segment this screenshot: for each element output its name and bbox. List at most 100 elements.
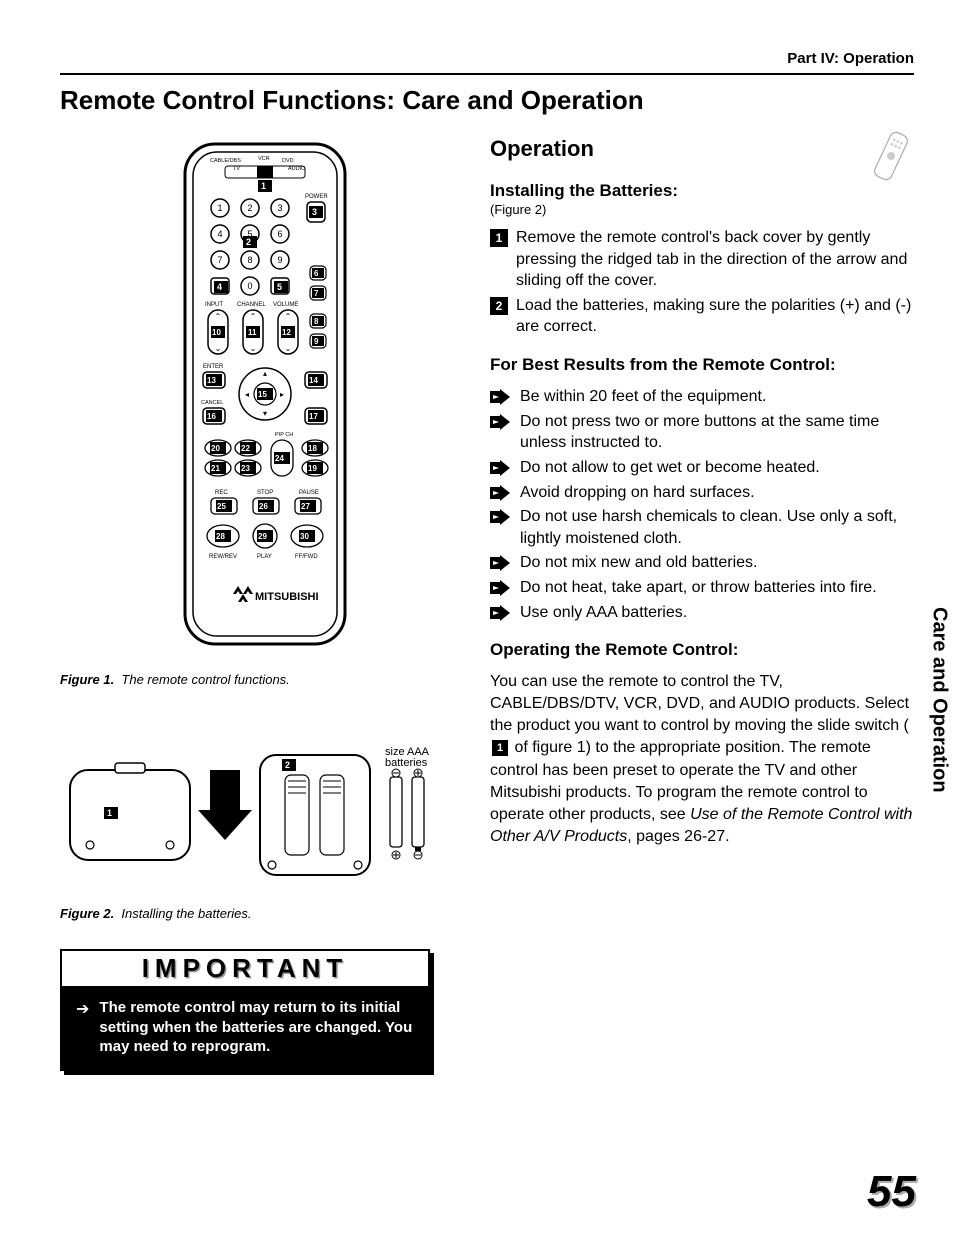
svg-text:PLAY: PLAY xyxy=(257,554,272,560)
svg-text:TV: TV xyxy=(233,166,240,172)
list-item: Avoid dropping on hard surfaces. xyxy=(490,482,914,504)
svg-text:DVD: DVD xyxy=(282,158,294,164)
figure-2-caption: Figure 2. Installing the batteries. xyxy=(60,906,450,921)
svg-text:22: 22 xyxy=(241,444,250,453)
svg-text:1: 1 xyxy=(107,808,112,818)
list-item: Use only AAA batteries. xyxy=(490,602,914,624)
page-number: 55 xyxy=(867,1167,916,1217)
svg-text:10: 10 xyxy=(212,328,221,337)
best-results-list: Be within 20 feet of the equipment. Do n… xyxy=(490,386,914,623)
svg-text:⌄: ⌄ xyxy=(215,344,222,353)
svg-text:PIP CH: PIP CH xyxy=(275,432,293,438)
svg-text:28: 28 xyxy=(216,532,225,541)
svg-text:17: 17 xyxy=(309,412,318,421)
part-header: Part IV: Operation xyxy=(60,50,914,67)
arrow-bullet-icon xyxy=(490,580,510,596)
install-note: (Figure 2) xyxy=(490,202,914,217)
svg-text:2: 2 xyxy=(246,237,251,247)
operating-heading: Operating the Remote Control: xyxy=(490,639,914,661)
svg-text:2: 2 xyxy=(247,203,252,213)
arrow-bullet-icon xyxy=(490,414,510,430)
important-text: The remote control may return to its ini… xyxy=(99,998,414,1057)
svg-text:AUDIO: AUDIO xyxy=(288,166,306,172)
svg-text:batteries: batteries xyxy=(385,757,428,769)
list-item: Be within 20 feet of the equipment. xyxy=(490,386,914,408)
svg-text:CHANNEL: CHANNEL xyxy=(237,302,266,308)
arrow-icon: ➔ xyxy=(76,1000,89,1057)
arrow-bullet-icon xyxy=(490,485,510,501)
svg-text:▴: ▴ xyxy=(263,369,267,378)
page-title: Remote Control Functions: Care and Opera… xyxy=(60,85,914,116)
svg-text:▸: ▸ xyxy=(280,390,284,399)
svg-text:◂: ◂ xyxy=(245,390,249,399)
svg-text:19: 19 xyxy=(308,464,317,473)
figure-2: 1 2 size AAA batteries xyxy=(60,715,450,921)
svg-text:6: 6 xyxy=(277,229,282,239)
svg-text:MITSUBISHI: MITSUBISHI xyxy=(255,591,319,603)
list-item: Do not press two or more buttons at the … xyxy=(490,411,914,454)
svg-text:21: 21 xyxy=(211,464,220,473)
svg-text:5: 5 xyxy=(277,282,282,292)
svg-text:REC: REC xyxy=(215,490,228,496)
important-title: IMPORTANT xyxy=(62,951,428,986)
svg-text:1: 1 xyxy=(217,203,222,213)
divider xyxy=(60,73,914,75)
side-tab-label: Care and Operation xyxy=(924,560,954,840)
step-number-icon: 1 xyxy=(490,229,508,247)
svg-text:4: 4 xyxy=(217,282,222,292)
remote-thumbnail-icon xyxy=(854,126,914,196)
svg-text:PAUSE: PAUSE xyxy=(299,490,319,496)
svg-text:12: 12 xyxy=(282,328,291,337)
svg-text:7: 7 xyxy=(217,255,222,265)
svg-text:7: 7 xyxy=(314,289,319,298)
svg-text:13: 13 xyxy=(207,376,216,385)
arrow-bullet-icon xyxy=(490,605,510,621)
svg-text:26: 26 xyxy=(259,502,268,511)
svg-text:23: 23 xyxy=(241,464,250,473)
svg-text:11: 11 xyxy=(248,328,257,337)
list-item: 2Load the batteries, making sure the pol… xyxy=(490,295,914,338)
svg-text:FF/FWD: FF/FWD xyxy=(295,554,318,560)
svg-text:3: 3 xyxy=(277,203,282,213)
list-item: Do not heat, take apart, or throw batter… xyxy=(490,577,914,599)
arrow-bullet-icon xyxy=(490,509,510,525)
svg-text:20: 20 xyxy=(211,444,220,453)
svg-text:8: 8 xyxy=(247,255,252,265)
svg-text:4: 4 xyxy=(217,229,222,239)
svg-text:15: 15 xyxy=(258,390,267,399)
svg-text:1: 1 xyxy=(261,181,266,191)
svg-text:8: 8 xyxy=(314,317,319,326)
svg-text:⌃: ⌃ xyxy=(215,312,222,321)
inline-step-icon: 1 xyxy=(492,740,508,756)
svg-text:14: 14 xyxy=(309,376,318,385)
step-number-icon: 2 xyxy=(490,297,508,315)
svg-text:ENTER: ENTER xyxy=(203,364,224,370)
figure-1: CABLE/DBS VCR DVD TV AUDIO 1 123 456 789 xyxy=(60,136,450,687)
list-item: 1Remove the remote control's back cover … xyxy=(490,227,914,292)
svg-text:▾: ▾ xyxy=(263,409,267,418)
arrow-bullet-icon xyxy=(490,460,510,476)
svg-text:27: 27 xyxy=(301,502,310,511)
svg-text:24: 24 xyxy=(275,454,284,463)
list-item: Do not allow to get wet or become heated… xyxy=(490,457,914,479)
svg-text:VCR: VCR xyxy=(258,156,270,162)
svg-text:⌄: ⌄ xyxy=(250,344,257,353)
svg-text:2: 2 xyxy=(285,760,290,770)
arrow-bullet-icon xyxy=(490,389,510,405)
svg-text:16: 16 xyxy=(207,412,216,421)
important-callout: IMPORTANT ➔ The remote control may retur… xyxy=(60,949,430,1071)
svg-text:25: 25 xyxy=(217,502,226,511)
list-item: Do not use harsh chemicals to clean. Use… xyxy=(490,506,914,549)
svg-text:REW/REV: REW/REV xyxy=(209,554,237,560)
remote-control-diagram: CABLE/DBS VCR DVD TV AUDIO 1 123 456 789 xyxy=(115,136,395,666)
svg-text:⌃: ⌃ xyxy=(285,312,292,321)
figure-1-caption: Figure 1. The remote control functions. xyxy=(60,672,450,687)
svg-text:29: 29 xyxy=(258,532,267,541)
operation-heading: Operation xyxy=(490,136,914,162)
svg-text:CANCEL: CANCEL xyxy=(201,400,223,406)
svg-text:CABLE/DBS: CABLE/DBS xyxy=(210,158,241,164)
list-item: Do not mix new and old batteries. xyxy=(490,552,914,574)
svg-text:18: 18 xyxy=(308,444,317,453)
svg-text:9: 9 xyxy=(277,255,282,265)
svg-text:3: 3 xyxy=(312,207,317,217)
